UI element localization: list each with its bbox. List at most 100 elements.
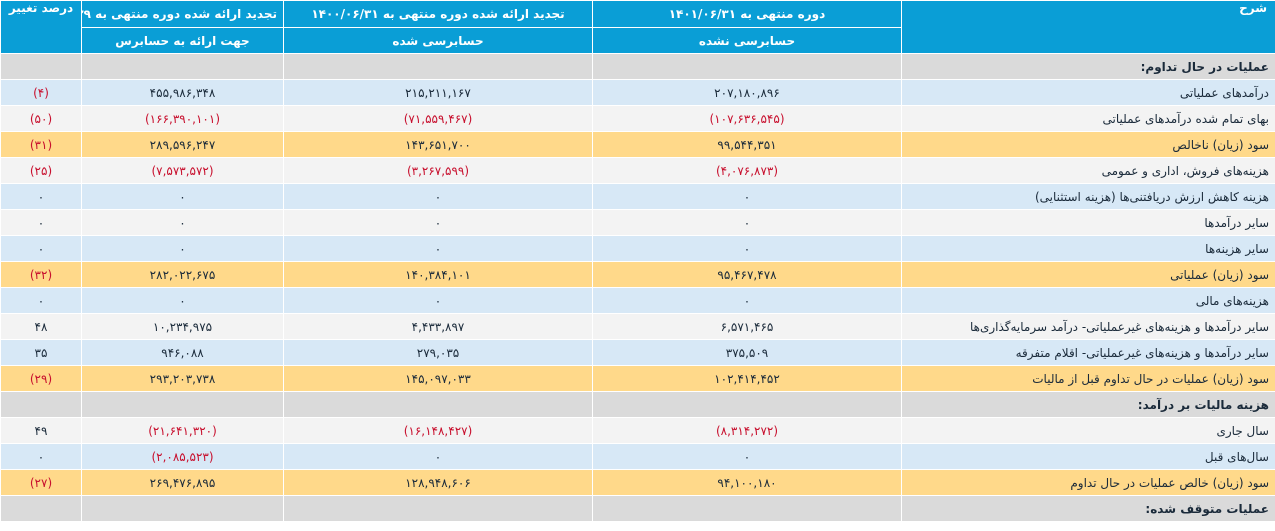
value-period-2: ۱۴۵,۰۹۷,۰۳۳	[283, 365, 593, 392]
value-period-2: (۳,۲۶۷,۵۹۹)	[283, 157, 593, 184]
row-description: سایر درآمدها و هزینه‌های غیرعملیاتی- درآ…	[901, 313, 1275, 340]
value-period-2: ۱۲۸,۹۴۸,۶۰۶	[283, 469, 593, 496]
row-description: هزینه‌های مالی	[901, 287, 1275, 314]
value-period-3: (۱۶۶,۳۹۰,۱۰۱)	[81, 105, 284, 132]
change-percent: ۳۵	[0, 339, 82, 366]
table-row: سود (زیان) خالص عملیات در حال تداوم ۹۴,۱۰…	[0, 469, 1275, 496]
table-row: سایر درآمدها و هزینه‌های غیرعملیاتی- اقل…	[0, 339, 1275, 366]
value-period-1: ۰	[592, 443, 902, 470]
value-period-1: (۸,۳۱۴,۲۷۲)	[592, 417, 902, 444]
change-percent	[0, 53, 82, 80]
value-period-2: ۰	[283, 235, 593, 262]
change-percent: ۴۸	[0, 313, 82, 340]
table-row: هزینه کاهش ارزش دریافتنی‌ها (هزینه استثن…	[0, 183, 1275, 210]
table-row: سال‌های قبل ۰ ۰ (۲,۰۸۵,۵۲۳) ۰	[0, 443, 1275, 470]
row-description: سایر درآمدها	[901, 209, 1275, 236]
change-percent: (۳۲)	[0, 261, 82, 288]
header-period-2: تجدید ارائه شده دوره منتهی به ۱۴۰۰/۰۶/۳۱	[283, 0, 593, 28]
change-percent: (۲۵)	[0, 157, 82, 184]
value-period-3: ۲۹۳,۲۰۳,۷۳۸	[81, 365, 284, 392]
table-body: عملیات در حال تداوم: درآمدهای عملیاتی ۲۰۷,…	[0, 53, 1275, 522]
value-period-1	[592, 391, 902, 418]
table-row: سود (زیان) عملیاتی ۹۵,۴۶۷,۴۷۸ ۱۴۰,۳۸۴,۱۰۱ ۲…	[0, 261, 1275, 288]
value-period-2: (۷۱,۵۵۹,۴۶۷)	[283, 105, 593, 132]
row-description: سایر درآمدها و هزینه‌های غیرعملیاتی- اقل…	[901, 339, 1275, 366]
value-period-3: ۲۶۹,۴۷۶,۸۹۵	[81, 469, 284, 496]
value-period-1: (۴,۰۷۶,۸۷۳)	[592, 157, 902, 184]
value-period-2	[283, 495, 593, 522]
value-period-3: ۰	[81, 183, 284, 210]
table-row: سال جاری (۸,۳۱۴,۲۷۲) (۱۶,۱۴۸,۴۲۷) (۲۱,۶۴۱,۳…	[0, 417, 1275, 444]
value-period-3: (۷,۵۷۳,۵۷۲)	[81, 157, 284, 184]
table-row: سایر هزینه‌ها ۰ ۰ ۰ ۰	[0, 235, 1275, 262]
change-percent: ۰	[0, 209, 82, 236]
row-description: سال‌های قبل	[901, 443, 1275, 470]
value-period-3: ۹۴۶,۰۸۸	[81, 339, 284, 366]
value-period-3: ۲۸۹,۵۹۶,۲۴۷	[81, 131, 284, 158]
value-period-1: ۲۰۷,۱۸۰,۸۹۶	[592, 79, 902, 106]
header-row-1: شرح دوره منتهی به ۱۴۰۱/۰۶/۳۱ تجدید ارائه…	[0, 0, 1275, 54]
value-period-2: ۰	[283, 287, 593, 314]
change-percent: (۲۷)	[0, 469, 82, 496]
row-description: هزینه‌های فروش، اداری و عمومی	[901, 157, 1275, 184]
row-description: سود (زیان) خالص عملیات در حال تداوم	[901, 469, 1275, 496]
value-period-3: ۱۰,۲۳۴,۹۷۵	[81, 313, 284, 340]
change-percent	[0, 391, 82, 418]
row-description: سال جاری	[901, 417, 1275, 444]
value-period-2: ۲۷۹,۰۳۵	[283, 339, 593, 366]
table-row: سود (زیان) ناخالص ۹۹,۵۴۴,۳۵۱ ۱۴۳,۶۵۱,۷۰۰ ۲۸…	[0, 131, 1275, 158]
change-percent: ۰	[0, 287, 82, 314]
value-period-1: (۱۰۷,۶۳۶,۵۴۵)	[592, 105, 902, 132]
value-period-3: ۴۵۵,۹۸۶,۳۴۸	[81, 79, 284, 106]
header-period-2-status: حسابرسی شده	[283, 27, 593, 54]
change-percent: (۳۱)	[0, 131, 82, 158]
value-period-1	[592, 53, 902, 80]
value-period-2	[283, 391, 593, 418]
value-period-3	[81, 53, 284, 80]
value-period-1: ۰	[592, 235, 902, 262]
value-period-3: ۰	[81, 235, 284, 262]
table-row: هزینه‌های فروش، اداری و عمومی (۴,۰۷۶,۸۷۳)…	[0, 157, 1275, 184]
value-period-1: ۰	[592, 287, 902, 314]
row-description: عملیات در حال تداوم:	[901, 53, 1275, 80]
change-percent: ۰	[0, 235, 82, 262]
value-period-1: ۰	[592, 183, 902, 210]
change-percent: ۰	[0, 183, 82, 210]
value-period-2	[283, 53, 593, 80]
value-period-1: ۶,۵۷۱,۴۶۵	[592, 313, 902, 340]
value-period-3: (۲۱,۶۴۱,۳۲۰)	[81, 417, 284, 444]
row-description: هزینه مالیات بر درآمد:	[901, 391, 1275, 418]
change-percent: ۴۹	[0, 417, 82, 444]
row-description: سود (زیان) ناخالص	[901, 131, 1275, 158]
value-period-2: ۲۱۵,۲۱۱,۱۶۷	[283, 79, 593, 106]
row-description: سود (زیان) عملیاتی	[901, 261, 1275, 288]
row-description: سود (زیان) عملیات در حال تداوم قبل از ما…	[901, 365, 1275, 392]
header-change: درصد تغییر	[0, 0, 82, 54]
value-period-3	[81, 391, 284, 418]
value-period-1: ۹۹,۵۴۴,۳۵۱	[592, 131, 902, 158]
table-row: سایر درآمدها و هزینه‌های غیرعملیاتی- درآ…	[0, 313, 1275, 340]
value-period-2: ۰	[283, 443, 593, 470]
value-period-1: ۹۴,۱۰۰,۱۸۰	[592, 469, 902, 496]
header-period-1: دوره منتهی به ۱۴۰۱/۰۶/۳۱	[592, 0, 902, 28]
value-period-2: ۴,۴۳۳,۸۹۷	[283, 313, 593, 340]
change-percent	[0, 495, 82, 522]
table-row: هزینه‌های مالی ۰ ۰ ۰ ۰	[0, 287, 1275, 314]
change-percent: ۰	[0, 443, 82, 470]
value-period-3	[81, 495, 284, 522]
table-row: درآمدهای عملیاتی ۲۰۷,۱۸۰,۸۹۶ ۲۱۵,۲۱۱,۱۶۷ ۴۵…	[0, 79, 1275, 106]
section-row: عملیات متوقف شده:	[0, 495, 1275, 522]
value-period-3: ۲۸۲,۰۲۲,۶۷۵	[81, 261, 284, 288]
header-period-1-status: حسابرسی نشده	[592, 27, 902, 54]
row-description: عملیات متوقف شده:	[901, 495, 1275, 522]
row-description: درآمدهای عملیاتی	[901, 79, 1275, 106]
table-row: بهای تمام شده درآمدهای عملیاتی (۱۰۷,۶۳۶,۵…	[0, 105, 1275, 132]
value-period-2: (۱۶,۱۴۸,۴۲۷)	[283, 417, 593, 444]
value-period-2: ۱۴۰,۳۸۴,۱۰۱	[283, 261, 593, 288]
header-desc: شرح	[901, 0, 1275, 54]
row-description: هزینه کاهش ارزش دریافتنی‌ها (هزینه استثن…	[901, 183, 1275, 210]
header-period-3-status: جهت ارائه به حسابرس	[81, 27, 284, 54]
section-row: عملیات در حال تداوم:	[0, 53, 1275, 80]
value-period-3: (۲,۰۸۵,۵۲۳)	[81, 443, 284, 470]
